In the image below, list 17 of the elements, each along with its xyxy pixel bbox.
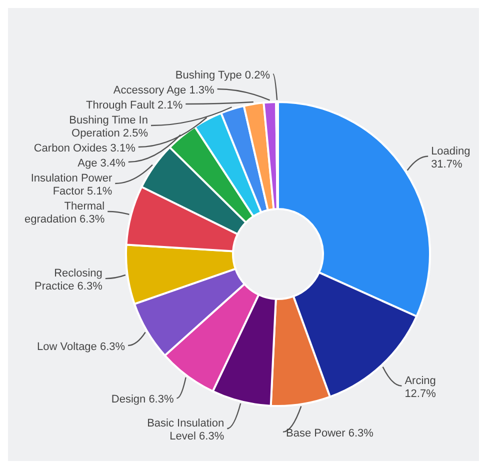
slice-label: Insulation Power Factor 5.1%	[30, 172, 112, 198]
slice-label: Bushing Type 0.2%	[175, 70, 270, 82]
slice-label: Design 6.3%	[111, 394, 174, 406]
slice-label: Bushing Time In Operation 2.5%	[69, 114, 148, 140]
slice-label: Arcing	[404, 374, 436, 387]
slice-label: Accessory Age 1.3%	[113, 84, 215, 97]
slice-label: Age 3.4%	[78, 158, 126, 170]
slice-label: Thermal egradation 6.3%	[24, 200, 105, 226]
data-label: 31.7%	[431, 158, 462, 170]
slice-label: Low Voltage 6.3%	[36, 340, 126, 353]
slice-label: Base Power 6.3%	[286, 427, 374, 440]
slice-label: Reclosing Practice 6.3%	[34, 268, 103, 293]
slice-label: Carbon Oxides 3.1%	[34, 142, 136, 155]
data-label: 12.7%	[404, 388, 436, 400]
slice-label: Loading	[431, 145, 470, 158]
slice-label: Through Fault 2.1%	[86, 100, 183, 112]
slice-label: Basic Insulation Level 6.3%	[147, 418, 224, 443]
